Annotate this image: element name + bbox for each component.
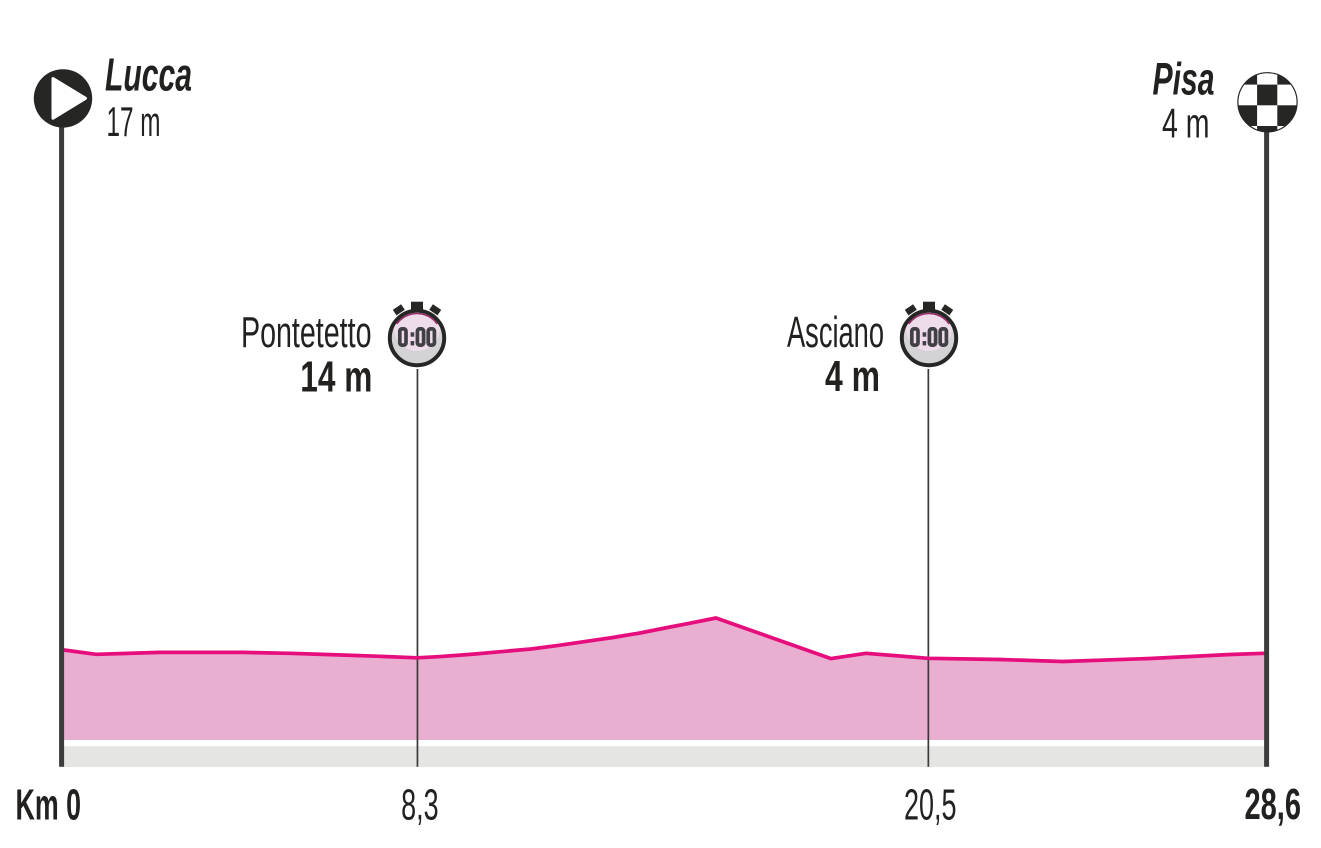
svg-text:Km 0: Km 0 xyxy=(16,780,82,829)
svg-text:Pisa: Pisa xyxy=(1153,54,1215,105)
svg-text:Lucca: Lucca xyxy=(105,49,192,101)
svg-text:4 m: 4 m xyxy=(825,353,880,401)
svg-text:28,6: 28,6 xyxy=(1245,780,1302,829)
svg-text:14 m: 14 m xyxy=(300,354,372,402)
svg-text:17 m: 17 m xyxy=(107,98,161,145)
svg-text:4 m: 4 m xyxy=(1162,100,1210,147)
svg-text:Asciano: Asciano xyxy=(787,309,884,357)
svg-text:20,5: 20,5 xyxy=(904,781,957,830)
svg-text:Pontetetto: Pontetetto xyxy=(241,309,372,357)
svg-text:8,3: 8,3 xyxy=(401,781,439,830)
